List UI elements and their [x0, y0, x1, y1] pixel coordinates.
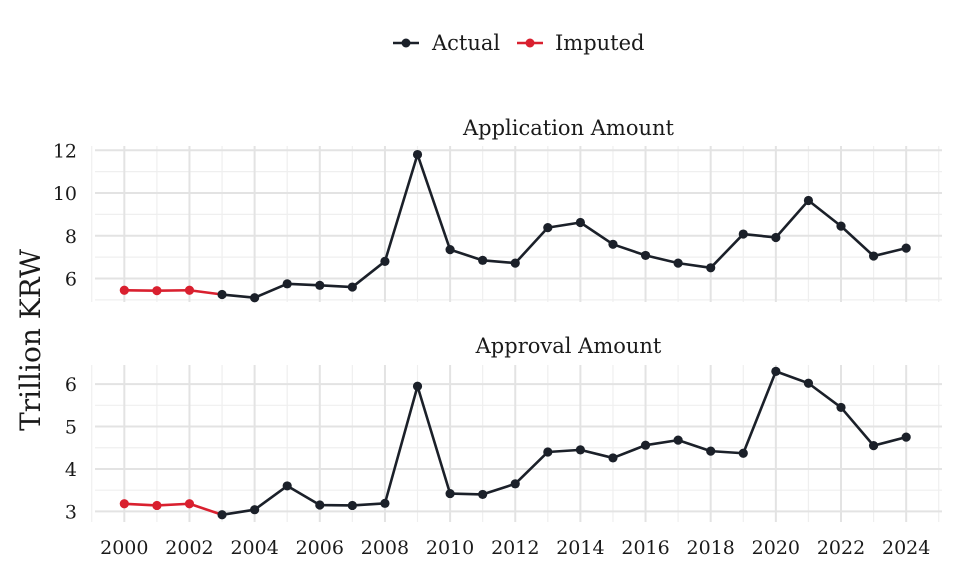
actual-point: [315, 280, 325, 290]
actual-point: [315, 500, 325, 510]
actual-point: [510, 258, 520, 268]
grid-application-amount: [91, 146, 942, 302]
actual-point: [803, 195, 814, 206]
actual-point: [868, 441, 879, 451]
x-tick-label: 2018: [687, 537, 735, 559]
imputed-point: [119, 499, 129, 509]
y-tick-label: 3: [65, 501, 77, 523]
actual-point: [608, 453, 618, 463]
actual-point: [250, 293, 260, 303]
x-tick-label: 2020: [752, 537, 800, 559]
x-tick-label: 2008: [361, 537, 409, 559]
actual-point: [445, 488, 455, 499]
imputed-point: [119, 285, 129, 295]
actual-point: [738, 448, 748, 458]
actual-point: [706, 263, 716, 273]
x-tick-label: 2012: [491, 537, 539, 559]
y-tick-label: 6: [65, 268, 77, 290]
legend-item-actual: Actual: [393, 31, 500, 55]
x-tick-label: 2006: [296, 537, 344, 559]
y-axis-label: Trillion KRW: [14, 249, 47, 431]
series-application-amount: [119, 149, 911, 303]
actual-point: [380, 256, 390, 266]
actual-point: [673, 258, 683, 268]
y-tick-label: 5: [65, 417, 77, 439]
panel-approval-amount: Approval Amount 3 4 5 6: [65, 334, 942, 523]
x-tick-label: 2000: [100, 537, 148, 559]
actual-point: [380, 498, 390, 508]
actual-point: [673, 435, 683, 445]
x-tick-label: 2010: [426, 537, 474, 559]
y-ticks-application-amount: 6 8 10 12: [53, 140, 77, 290]
actual-point: [803, 378, 814, 388]
actual-point: [217, 289, 227, 300]
panels: Application Amount 6 8 10 12 Approval Amount 3…: [53, 116, 942, 523]
x-tick-label: 2002: [165, 537, 213, 559]
actual-point: [478, 255, 488, 265]
panel-title-application-amount: Application Amount: [462, 116, 675, 140]
actual-point: [282, 481, 292, 491]
actual-point: [510, 479, 520, 489]
imputed-point: [184, 285, 195, 295]
legend-label-imputed: Imputed: [555, 31, 645, 55]
actual-point: [217, 510, 227, 520]
x-tick-label: 2022: [817, 537, 865, 559]
legend-marker-actual: [401, 38, 411, 48]
x-tick-label: 2004: [230, 537, 278, 559]
y-tick-label: 8: [65, 226, 77, 248]
panel-application-amount: Application Amount 6 8 10 12: [53, 116, 942, 303]
legend: Actual Imputed: [393, 31, 645, 55]
imputed-line: [124, 288, 223, 296]
actual-point: [836, 221, 846, 231]
actual-line: [221, 153, 907, 300]
actual-point: [771, 232, 781, 243]
y-tick-label: 10: [53, 183, 77, 205]
actual-point: [640, 440, 651, 450]
series-approval-amount: [119, 366, 911, 520]
imputed-point: [152, 500, 162, 511]
x-tick-label: 2024: [882, 537, 930, 559]
actual-point: [901, 243, 911, 253]
actual-point: [575, 445, 585, 455]
actual-point: [445, 245, 455, 255]
y-tick-label: 6: [65, 374, 77, 396]
actual-point: [412, 149, 423, 160]
actual-point: [836, 402, 846, 413]
actual-point: [901, 432, 911, 442]
actual-point: [282, 279, 292, 289]
actual-point: [706, 446, 716, 456]
y-tick-label: 4: [65, 459, 77, 481]
y-ticks-approval-amount: 3 4 5 6: [65, 374, 77, 523]
legend-item-imputed: Imputed: [517, 31, 645, 55]
imputed-line: [124, 502, 223, 517]
x-axis: 2000 2002 2004 2006 2008 2010 2012 2014 2016 2018…: [100, 537, 930, 559]
legend-marker-imputed: [525, 38, 535, 48]
y-tick-label: 12: [53, 140, 77, 162]
actual-line: [221, 370, 907, 517]
actual-point: [478, 489, 488, 500]
legend-label-actual: Actual: [431, 31, 500, 55]
actual-point: [575, 217, 585, 228]
imputed-point: [152, 286, 162, 296]
imputed-point: [184, 499, 195, 509]
actual-point: [771, 366, 781, 376]
actual-point: [868, 251, 879, 261]
actual-point: [347, 282, 357, 292]
actual-point: [640, 250, 651, 261]
panel-title-approval-amount: Approval Amount: [475, 334, 662, 358]
actual-point: [608, 239, 618, 249]
actual-point: [738, 229, 748, 239]
actual-point: [543, 223, 553, 233]
actual-point: [347, 500, 357, 511]
x-tick-label: 2014: [556, 537, 604, 559]
actual-point: [412, 381, 423, 391]
x-tick-label: 2016: [621, 537, 669, 559]
actual-point: [543, 447, 553, 457]
actual-point: [250, 505, 260, 515]
